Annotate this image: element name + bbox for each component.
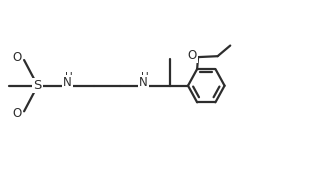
Text: O: O	[188, 49, 197, 62]
Text: S: S	[33, 79, 42, 92]
Text: H: H	[65, 72, 73, 82]
Text: O: O	[12, 107, 22, 120]
Text: N: N	[63, 76, 72, 89]
Text: O: O	[12, 51, 22, 64]
Text: H: H	[141, 72, 149, 82]
Text: N: N	[139, 76, 148, 89]
